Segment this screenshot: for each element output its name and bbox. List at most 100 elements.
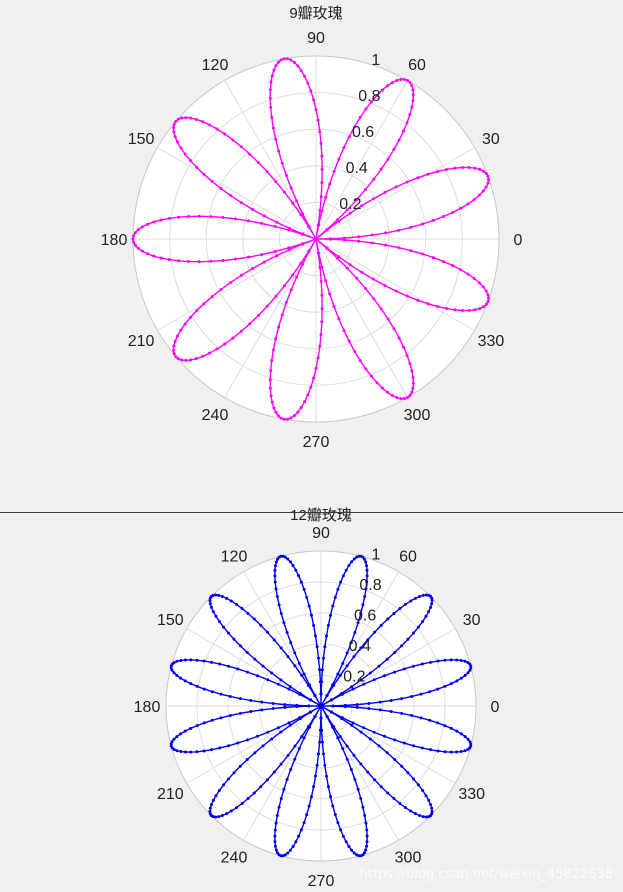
- data-point: [399, 397, 403, 401]
- data-point: [287, 721, 291, 725]
- data-point: [380, 386, 384, 390]
- data-point: [273, 564, 277, 568]
- data-point: [169, 664, 173, 668]
- data-point: [273, 249, 277, 253]
- data-point: [202, 302, 206, 306]
- data-point: [319, 716, 323, 720]
- data-point: [421, 789, 425, 793]
- data-point: [140, 225, 144, 229]
- data-point: [459, 658, 463, 662]
- data-point: [397, 228, 401, 232]
- data-point: [167, 258, 171, 262]
- data-point: [451, 264, 455, 268]
- data-point: [294, 840, 298, 844]
- data-point: [443, 750, 447, 754]
- data-point: [255, 734, 259, 738]
- data-point: [251, 267, 255, 271]
- data-point: [427, 593, 431, 597]
- data-point: [289, 640, 293, 644]
- data-point: [365, 834, 369, 838]
- data-point: [273, 834, 277, 838]
- data-point: [299, 213, 303, 217]
- data-point: [463, 749, 467, 753]
- data-point: [217, 815, 221, 819]
- data-point: [445, 167, 449, 171]
- data-point: [217, 789, 221, 793]
- data-point: [208, 809, 212, 813]
- data-point: [260, 253, 264, 257]
- data-point: [484, 302, 488, 306]
- data-point: [146, 252, 150, 256]
- data-point: [402, 741, 406, 745]
- data-point: [283, 853, 287, 857]
- data-point: [402, 77, 406, 81]
- data-point: [287, 248, 291, 252]
- data-point: [238, 711, 242, 715]
- data-point: [286, 851, 290, 855]
- data-point: [214, 593, 218, 597]
- data-point: [359, 554, 363, 558]
- data-point: [341, 661, 345, 665]
- data-point: [195, 684, 199, 688]
- data-point: [392, 147, 396, 151]
- data-point: [347, 135, 351, 139]
- data-point: [320, 320, 324, 324]
- data-point: [285, 417, 289, 421]
- data-point: [240, 801, 244, 805]
- theta-grid-line: [186, 628, 322, 707]
- data-point: [398, 801, 402, 805]
- data-point: [245, 670, 249, 674]
- data-point: [466, 202, 470, 206]
- data-point: [253, 657, 257, 661]
- data-point: [349, 640, 353, 644]
- data-point: [377, 744, 381, 748]
- data-point: [316, 223, 320, 227]
- data-point: [314, 366, 318, 370]
- data-point: [329, 795, 333, 799]
- data-point: [189, 116, 193, 120]
- data-point: [312, 98, 316, 102]
- data-point: [412, 631, 416, 635]
- data-point: [339, 828, 343, 832]
- data-point: [172, 122, 176, 126]
- data-point: [405, 180, 409, 184]
- data-point: [360, 204, 364, 208]
- data-point: [246, 219, 250, 223]
- data-point: [280, 161, 284, 165]
- data-point: [410, 84, 414, 88]
- r-tick-label: 0.8: [359, 577, 381, 594]
- data-point: [306, 683, 310, 687]
- data-point: [386, 157, 390, 161]
- data-point: [269, 80, 273, 84]
- data-point: [273, 844, 277, 848]
- figure-divider: [0, 512, 623, 513]
- data-point: [459, 732, 463, 736]
- data-point: [404, 602, 408, 606]
- data-point: [424, 794, 428, 798]
- data-point: [402, 667, 406, 671]
- data-point: [412, 777, 416, 781]
- data-point: [231, 138, 235, 142]
- data-point: [364, 587, 368, 591]
- data-point: [265, 304, 269, 308]
- data-point: [175, 659, 179, 663]
- data-point: [390, 81, 394, 85]
- data-point: [318, 130, 322, 134]
- data-point: [187, 259, 191, 263]
- data-point: [331, 804, 335, 808]
- data-point: [393, 670, 397, 674]
- data-point: [385, 751, 389, 755]
- data-point: [146, 222, 150, 226]
- data-point: [318, 668, 322, 672]
- data-point: [436, 749, 440, 753]
- data-point: [274, 337, 278, 341]
- data-point: [355, 198, 359, 202]
- data-point: [364, 187, 368, 191]
- data-point: [325, 714, 329, 718]
- data-point: [265, 170, 269, 174]
- data-point: [368, 737, 372, 741]
- data-point: [427, 610, 431, 614]
- data-point: [320, 668, 324, 672]
- data-point: [350, 723, 354, 727]
- data-point: [367, 707, 371, 711]
